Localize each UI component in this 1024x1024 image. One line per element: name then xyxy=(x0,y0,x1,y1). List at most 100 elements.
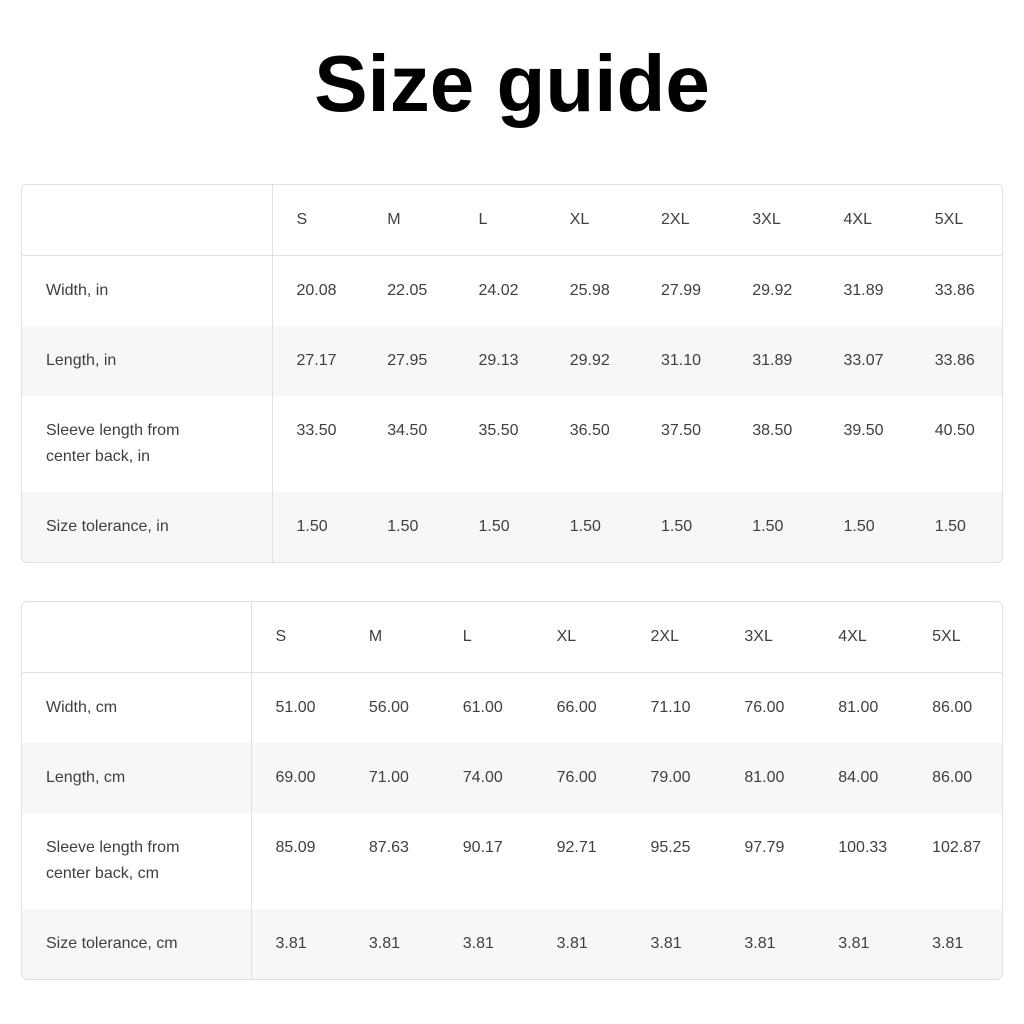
measurement-cell: 76.00 xyxy=(556,769,597,786)
row-label: Width, cm xyxy=(22,672,252,743)
measurement-cell: 3.81 xyxy=(462,935,494,952)
measurement-cell: 29.92 xyxy=(569,352,610,369)
measurement-cell: 1.50 xyxy=(843,518,875,535)
measurement-cell: 100.33 xyxy=(838,839,888,856)
size-header-row: S M L XL 2XL 3XL 4XL 5XL xyxy=(22,185,1002,256)
size-header-row: S M L XL 2XL 3XL 4XL 5XL xyxy=(22,602,1002,673)
measurement-cell: 29.13 xyxy=(478,352,519,369)
measurement-cell: 3.81 xyxy=(368,935,401,952)
size-column-header: XL xyxy=(545,185,637,256)
measurement-cell: 27.95 xyxy=(387,352,428,369)
measurement-cell: 86.00 xyxy=(932,769,973,786)
measurement-cell: 95.25 xyxy=(650,839,691,856)
size-column-header: L xyxy=(438,602,533,673)
measurement-cell: 25.98 xyxy=(569,282,610,299)
measurement-cell: 76.00 xyxy=(744,699,785,716)
size-column-header: S xyxy=(251,602,345,673)
measurement-row: Size tolerance, cm 3.81 3.81 3.81 3.81 3.81 3.… xyxy=(22,909,1002,979)
measurement-cell: 81.00 xyxy=(744,769,785,786)
measurement-row: Sleeve length from center back, cm 85.09 8… xyxy=(22,813,1002,909)
measurement-cell: 31.89 xyxy=(843,282,884,299)
measurement-cell: 61.00 xyxy=(462,699,503,716)
measurement-cell: 38.50 xyxy=(752,422,793,439)
row-label: Sleeve length from center back, cm xyxy=(22,813,252,909)
measurement-row: Sleeve length from center back, in 33.50 3… xyxy=(22,396,1002,492)
measurement-cell: 3.81 xyxy=(932,935,964,952)
measurement-cell: 33.86 xyxy=(934,352,975,369)
measurement-cell: 1.50 xyxy=(387,518,419,535)
measurement-cell: 3.81 xyxy=(838,935,870,952)
measurement-cell: 1.50 xyxy=(478,518,510,535)
measurement-cell: 34.50 xyxy=(387,422,428,439)
size-table-centimeters-card: S M L XL 2XL 3XL 4XL 5XL Width, cm 51.00 56.00 61.0… xyxy=(21,601,1003,980)
size-column-header: S xyxy=(272,185,364,256)
measurement-cell: 85.09 xyxy=(275,839,316,856)
row-label: Size tolerance, cm xyxy=(22,909,252,979)
measurement-cell: 31.89 xyxy=(752,352,793,369)
measurement-cell: 79.00 xyxy=(650,769,691,786)
measurement-cell: 102.87 xyxy=(932,839,982,856)
measurement-row: Length, cm 69.00 71.00 74.00 76.00 79.00 81.00… xyxy=(22,743,1002,813)
size-column-header: L xyxy=(454,185,546,256)
measurement-cell: 3.81 xyxy=(650,935,682,952)
row-label: Size tolerance, in xyxy=(22,492,273,562)
measurement-cell: 3.81 xyxy=(275,935,307,952)
measurement-row: Width, in 20.08 22.05 24.02 25.98 27.99 29.92 3… xyxy=(22,255,1002,326)
row-label: Sleeve length from center back, in xyxy=(22,396,273,492)
measurement-cell: 51.00 xyxy=(275,699,316,716)
measurement-cell: 33.07 xyxy=(843,352,884,369)
measurement-cell: 20.08 xyxy=(296,282,337,299)
size-column-header: 5XL xyxy=(908,602,1002,673)
measurement-cell: 87.63 xyxy=(368,839,409,856)
size-column-header: 5XL xyxy=(910,185,1002,256)
row-label: Length, cm xyxy=(22,743,252,813)
measurement-row: Width, cm 51.00 56.00 61.00 66.00 71.10 76.00 8… xyxy=(22,672,1002,743)
size-table-inches: S M L XL 2XL 3XL 4XL 5XL Width, in 20.08 22.05 24.0… xyxy=(22,185,1002,562)
measurement-cell: 3.81 xyxy=(744,935,776,952)
measurement-cell: 27.17 xyxy=(296,352,337,369)
measurement-cell: 1.50 xyxy=(752,518,784,535)
page-title: Size guide xyxy=(314,39,710,128)
measurement-cell: 36.50 xyxy=(569,422,610,439)
measurement-cell: 66.00 xyxy=(556,699,597,716)
size-column-header: 2XL xyxy=(626,602,721,673)
measurement-cell: 3.81 xyxy=(556,935,588,952)
measurement-cell: 1.50 xyxy=(661,518,693,535)
measurement-cell: 35.50 xyxy=(478,422,519,439)
size-table-centimeters: S M L XL 2XL 3XL 4XL 5XL Width, cm 51.00 56.00 61.0… xyxy=(22,602,1002,979)
measurement-cell: 69.00 xyxy=(275,769,316,786)
corner-cell xyxy=(22,185,273,256)
size-column-header: 4XL xyxy=(819,185,911,256)
size-column-header: M xyxy=(363,185,455,256)
measurement-cell: 71.00 xyxy=(368,769,409,786)
size-column-header: 4XL xyxy=(814,602,909,673)
size-column-header: 2XL xyxy=(637,185,729,256)
measurement-cell: 37.50 xyxy=(661,422,702,439)
measurement-cell: 1.50 xyxy=(296,518,328,535)
measurement-cell: 40.50 xyxy=(934,422,975,439)
measurement-row: Length, in 27.17 27.95 29.13 29.92 31.10 31.89… xyxy=(22,326,1002,396)
measurement-cell: 1.50 xyxy=(569,518,601,535)
measurement-cell: 56.00 xyxy=(368,699,409,716)
size-table-inches-card: S M L XL 2XL 3XL 4XL 5XL Width, in 20.08 22.05 24.0… xyxy=(21,184,1003,563)
measurement-cell: 74.00 xyxy=(462,769,503,786)
measurement-cell: 24.02 xyxy=(478,282,519,299)
corner-cell xyxy=(22,602,252,673)
measurement-cell: 27.99 xyxy=(661,282,702,299)
measurement-cell: 33.86 xyxy=(934,282,975,299)
size-column-header: XL xyxy=(532,602,627,673)
measurement-cell: 39.50 xyxy=(843,422,884,439)
row-label: Length, in xyxy=(22,326,273,396)
measurement-row: Size tolerance, in 1.50 1.50 1.50 1.50 1.50 1.… xyxy=(22,492,1002,562)
measurement-cell: 33.50 xyxy=(296,422,337,439)
size-column-header: 3XL xyxy=(728,185,820,256)
measurement-cell: 92.71 xyxy=(556,839,597,856)
measurement-cell: 29.92 xyxy=(752,282,793,299)
measurement-cell: 71.10 xyxy=(650,699,691,716)
measurement-cell: 97.79 xyxy=(744,839,785,856)
measurement-cell: 90.17 xyxy=(462,839,503,856)
size-column-header: M xyxy=(344,602,439,673)
measurement-cell: 86.00 xyxy=(932,699,973,716)
measurement-cell: 81.00 xyxy=(838,699,879,716)
